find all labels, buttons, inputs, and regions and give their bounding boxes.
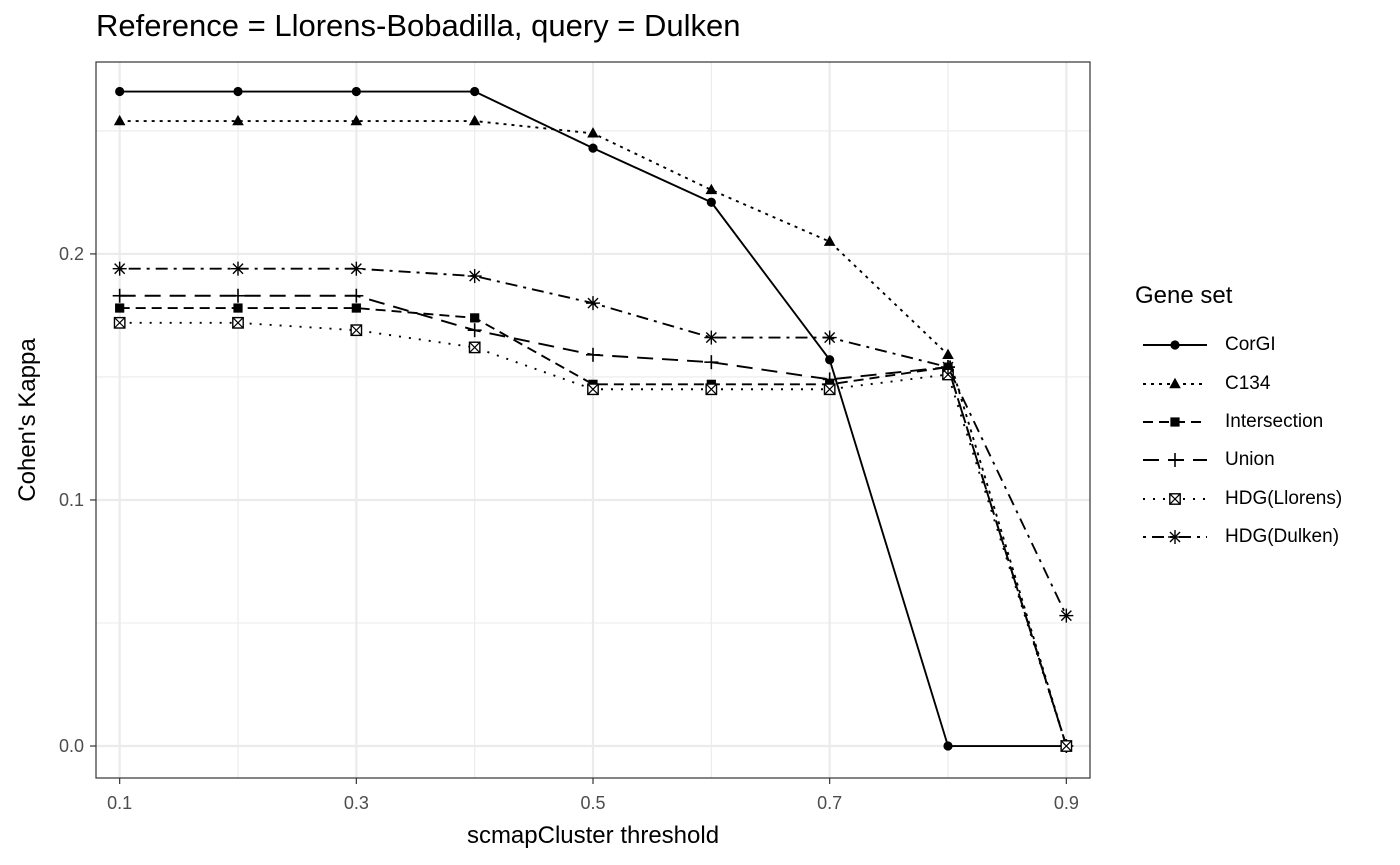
data-point xyxy=(822,330,837,345)
data-point xyxy=(115,86,125,97)
data-point xyxy=(351,303,361,313)
legend-item-intersection: Intersection xyxy=(1135,403,1342,441)
data-point xyxy=(351,86,361,97)
legend-key xyxy=(1143,340,1207,350)
x-tick-label: 0.9 xyxy=(1054,793,1079,813)
data-point xyxy=(941,360,955,375)
data-point xyxy=(1060,740,1073,752)
data-point xyxy=(233,86,243,97)
data-point xyxy=(586,296,600,311)
legend-key xyxy=(1143,377,1207,388)
y-axis-title: Cohen's Kappa xyxy=(14,338,41,502)
data-point xyxy=(704,330,719,345)
data-point xyxy=(825,355,835,365)
legend-key xyxy=(1143,417,1207,427)
data-point xyxy=(467,269,482,284)
series-layer xyxy=(112,86,1074,754)
data-point xyxy=(943,741,953,751)
data-point xyxy=(233,303,243,313)
legend-label: Union xyxy=(1225,449,1275,471)
data-point xyxy=(350,114,363,126)
grid-lines xyxy=(96,62,1090,778)
data-point xyxy=(705,183,718,195)
data-point xyxy=(113,316,126,329)
legend-item-corgi: CorGI xyxy=(1135,326,1342,364)
legend-marker xyxy=(1170,340,1180,350)
legend-marker xyxy=(1169,377,1181,388)
data-point xyxy=(704,355,719,370)
legend: Gene set CorGI C134 Intersection Union HDG(L… xyxy=(1135,282,1342,556)
x-tick-label: 0.1 xyxy=(107,793,132,813)
legend-label: C134 xyxy=(1225,372,1271,394)
legend-key xyxy=(1143,453,1207,468)
data-point xyxy=(468,114,481,126)
legend-item-hdg-dulken: HDG(Dulken) xyxy=(1135,518,1342,556)
data-point xyxy=(231,261,245,276)
data-point xyxy=(112,261,127,276)
data-point xyxy=(232,316,244,329)
x-tick-label: 0.5 xyxy=(580,793,605,813)
data-point xyxy=(349,288,364,303)
series-hdg-dulken xyxy=(112,261,1074,623)
series-hdg-llorens xyxy=(113,316,1073,752)
legend-label: Intersection xyxy=(1225,410,1324,432)
legend-label: HDG(Llorens) xyxy=(1225,487,1343,509)
data-point xyxy=(823,383,836,396)
legend-key xyxy=(1143,530,1207,545)
legend-key xyxy=(1143,492,1207,505)
chart-title: Reference = Llorens-Bobadilla, query = D… xyxy=(96,8,741,43)
y-tick-label: 0.2 xyxy=(59,244,84,264)
legend-marker xyxy=(1168,453,1182,468)
data-point xyxy=(588,143,598,153)
data-point xyxy=(586,347,600,362)
data-point xyxy=(470,313,480,323)
data-point xyxy=(470,86,480,97)
legend-items: CorGI C134 Intersection Union HDG(Llorens) HD… xyxy=(1135,326,1342,556)
legend-item-c134: C134 xyxy=(1135,364,1342,402)
data-point xyxy=(587,127,599,138)
legend-marker xyxy=(1169,492,1181,505)
legend-item-union: Union xyxy=(1135,441,1342,479)
y-tick-label: 0.0 xyxy=(59,736,84,756)
legend-item-hdg-llorens: HDG(Llorens) xyxy=(1135,480,1342,518)
data-point xyxy=(112,288,127,303)
x-axis-title: scmapCluster threshold xyxy=(467,822,719,849)
data-point xyxy=(232,114,244,126)
data-point xyxy=(115,303,125,313)
legend-marker xyxy=(1168,530,1182,545)
series-corgi xyxy=(115,86,1071,751)
legend-marker xyxy=(1170,417,1180,427)
legend-title: Gene set xyxy=(1135,282,1233,309)
x-tick-label: 0.7 xyxy=(817,793,842,813)
data-point xyxy=(349,261,364,276)
data-point xyxy=(706,197,716,207)
x-tick-label: 0.3 xyxy=(344,793,369,813)
series-line xyxy=(119,307,1068,747)
data-point xyxy=(231,288,245,303)
y-tick-label: 0.1 xyxy=(59,490,84,510)
data-point xyxy=(113,114,126,126)
data-point xyxy=(468,341,481,354)
data-point xyxy=(823,235,836,246)
data-point xyxy=(467,323,482,338)
data-point xyxy=(705,383,718,396)
axes: 0.1 0.3 0.5 0.7 0.9 0.0 0.1 0.2 xyxy=(59,244,1079,813)
data-point xyxy=(350,324,363,337)
data-point xyxy=(942,348,954,359)
legend-label: HDG(Dulken) xyxy=(1225,526,1340,548)
data-point xyxy=(587,383,599,396)
data-point xyxy=(1059,608,1074,623)
legend-label: CorGI xyxy=(1225,334,1276,356)
